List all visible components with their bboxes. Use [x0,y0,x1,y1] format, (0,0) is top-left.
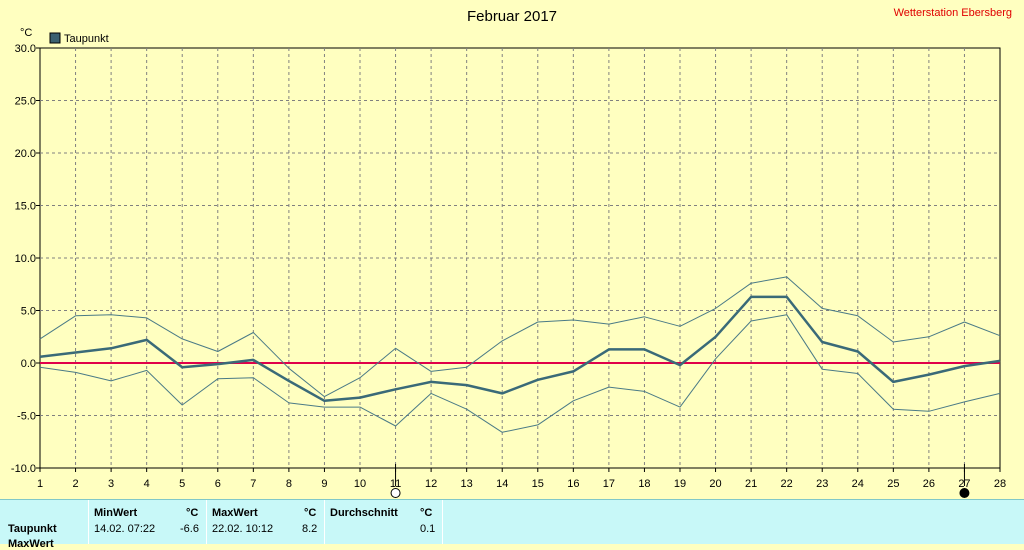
avg-header: Durchschnitt [330,507,398,519]
row-label-taupunkt: Taupunkt [8,523,57,535]
x-tick-label: 1 [37,478,43,490]
x-tick-label: 23 [816,478,828,490]
series-mean-line [39,295,1001,403]
x-tick-label: 9 [321,478,327,490]
max-unit: °C [304,507,317,519]
x-tick-label: 3 [108,478,114,490]
x-tick-label: 5 [179,478,185,490]
y-tick-label: 5.0 [21,306,36,318]
y-axis-ticks: 30.0 25.0 20.0 15.0 10.0 5.0 0.0 -5.0 -10.0 [11,43,40,475]
chart-title: Februar 2017 [467,8,557,25]
y-tick-label: 15.0 [15,201,36,213]
min-header: MinWert [94,507,138,519]
separator [442,500,443,544]
separator [88,500,89,544]
x-tick-label: 20 [709,478,721,490]
min-time: 14.02. 07:22 [94,523,156,535]
y-tick-label: 20.0 [15,148,36,160]
x-tick-label: 7 [250,478,256,490]
x-tick-label: 14 [496,478,508,490]
x-tick-label: 26 [923,478,935,490]
min-unit: °C [186,507,199,519]
min-value: -6.6 [180,523,199,535]
full-moon-icon [390,488,401,498]
x-tick-label: 6 [215,478,221,490]
y-tick-label: 0.0 [21,358,36,370]
x-tick-label: 15 [532,478,544,490]
x-tick-label: 21 [745,478,757,490]
series-group [39,276,1001,433]
x-tick-label: 10 [354,478,366,490]
x-tick-label: 19 [674,478,686,490]
legend-swatch [49,32,61,44]
y-tick-label: 10.0 [15,253,36,265]
legend-label: Taupunkt [64,33,109,45]
x-tick-label: 12 [425,478,437,490]
x-tick-label: 24 [852,478,864,490]
separator [206,500,207,544]
x-tick-label: 18 [638,478,650,490]
max-value: 8.2 [302,523,318,535]
x-tick-label: 28 [994,478,1006,490]
y-tick-label: 30.0 [15,43,36,55]
x-tick-label: 17 [603,478,615,490]
x-tick-label: 25 [887,478,899,490]
series-min-line [39,314,1001,433]
new-moon-icon [959,488,970,498]
max-time: 22.02. 10:12 [212,523,274,535]
x-tick-label: 22 [781,478,793,490]
moon-markers [390,464,970,498]
x-tick-label: 16 [567,478,579,490]
grid-lines [40,48,1000,468]
separator [324,500,325,544]
x-tick-label: 4 [144,478,150,490]
y-tick-label: 25.0 [15,96,36,108]
x-tick-label: 13 [461,478,473,490]
stats-panel: Taupunkt MaxWert MinWert °C 14.02. 07:22… [0,499,1024,550]
row-label-maxwert: MaxWert [8,538,54,550]
y-tick-label: -10.0 [11,463,36,475]
avg-value: 0.1 [420,523,436,535]
max-header: MaxWert [212,507,258,519]
x-axis-ticks: 1 2 3 4 5 6 7 8 9 10 11 12 13 14 15 16 17 18 19 20 21 22 23 24 2… [37,468,1006,490]
station-name: Wetterstation Ebersberg [894,7,1012,19]
y-unit-label: °C [20,27,32,39]
avg-unit: °C [420,507,433,519]
series-max-line [39,276,1001,398]
x-tick-label: 2 [72,478,78,490]
y-tick-label: -5.0 [17,411,36,423]
x-tick-label: 8 [286,478,292,490]
